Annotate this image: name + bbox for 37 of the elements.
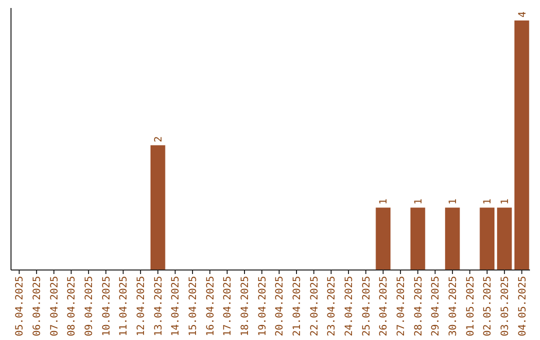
x-tick-label: 08.04.2025 (66, 276, 78, 336)
x-tick-label: 19.04.2025 (257, 276, 268, 336)
x-tick-label: 06.04.2025 (32, 276, 44, 336)
x-tick-label: 22.04.2025 (309, 276, 320, 336)
x-tick-label: 24.04.2025 (344, 276, 355, 336)
x-tick-label: 09.04.2025 (84, 276, 96, 336)
data-label: 4 (517, 11, 528, 18)
x-tick-label: 27.04.2025 (396, 276, 407, 336)
data-label: 1 (482, 198, 494, 205)
x-tick-label: 16.04.2025 (205, 276, 216, 336)
x-tick-label: 07.04.2025 (49, 276, 60, 336)
data-label: 1 (413, 198, 424, 205)
data-label: 1 (378, 198, 390, 205)
x-tick-label: 04.05.2025 (517, 276, 528, 336)
x-tick-label: 02.05.2025 (482, 276, 494, 336)
x-tick-label: 29.04.2025 (430, 276, 442, 336)
x-tick-label: 05.04.2025 (14, 276, 26, 336)
x-tick-label: 10.04.2025 (101, 276, 112, 336)
x-tick-label: 28.04.2025 (413, 276, 424, 336)
x-tick-label: 26.04.2025 (378, 276, 390, 336)
data-label: 1 (500, 198, 511, 205)
x-tick-label: 01.05.2025 (465, 276, 476, 336)
x-tick-label: 23.04.2025 (326, 276, 338, 336)
x-tick-label: 15.04.2025 (188, 276, 200, 336)
x-tick-label: 03.05.2025 (500, 276, 511, 336)
data-label: 2 (153, 136, 164, 142)
x-tick-label: 18.04.2025 (240, 276, 252, 336)
x-tick-label: 11.04.2025 (118, 276, 130, 336)
x-tick-label: 25.04.2025 (361, 276, 372, 336)
x-tick-label: 14.04.2025 (170, 276, 182, 336)
x-tick-label: 13.04.2025 (153, 276, 164, 336)
x-tick-label: 20.04.2025 (274, 276, 286, 336)
data-label: 1 (448, 198, 459, 205)
x-tick-label: 12.04.2025 (136, 276, 148, 336)
x-tick-label: 17.04.2025 (222, 276, 234, 336)
x-tick-label: 30.04.2025 (448, 276, 459, 336)
x-tick-label: 21.04.2025 (292, 276, 303, 336)
